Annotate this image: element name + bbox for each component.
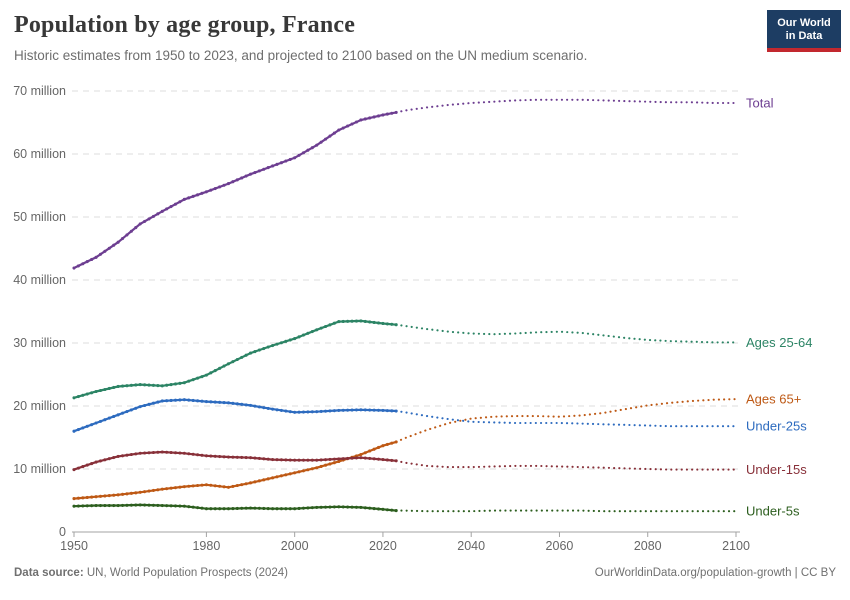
page-subtitle: Historic estimates from 1950 to 2023, an… <box>14 48 588 63</box>
series-line-historic-ages-25-64 <box>73 319 397 399</box>
data-source-label: Data source: <box>14 567 84 579</box>
credit-link[interactable]: OurWorldinData.org/population-growth | C… <box>594 567 836 579</box>
series-line-historic-under-5s <box>73 503 397 512</box>
series-label-under-15s[interactable]: Under-15s <box>746 462 807 477</box>
series-line-historic-total <box>73 111 397 269</box>
y-axis-tick-label: 20 million <box>13 399 66 413</box>
data-source: Data source: UN, World Population Prospe… <box>14 567 288 579</box>
y-axis-tick-label: 0 <box>59 525 66 539</box>
series-ages-65-: Ages 65+ <box>72 392 801 501</box>
chart-header: Population by age group, France Historic… <box>14 12 750 63</box>
series-label-ages-25-64[interactable]: Ages 25-64 <box>746 335 813 350</box>
series-ages-25-64: Ages 25-64 <box>72 319 813 400</box>
series-label-under-25s[interactable]: Under-25s <box>746 419 807 434</box>
owid-logo-line1: Our World <box>777 17 831 29</box>
series-line-historic-under-15s <box>73 450 397 471</box>
series-total: Total <box>72 95 774 270</box>
x-axis-tick-label: 1950 <box>60 539 88 553</box>
series-label-ages-65-[interactable]: Ages 65+ <box>746 392 801 407</box>
data-source-text: UN, World Population Prospects (2024) <box>83 567 288 579</box>
gridlines: 0 10 million 20 million 30 million 40 millio… <box>13 84 740 539</box>
x-axis-tick-label: 2000 <box>281 539 309 553</box>
series-line-historic-under-25s <box>73 398 397 433</box>
y-axis-tick-label: 70 million <box>13 84 66 98</box>
series-line-projected-ages-25-64 <box>395 323 738 344</box>
owid-logo[interactable]: Our World in Data <box>767 10 841 52</box>
chart-footer: Data source: UN, World Population Prospe… <box>14 567 836 579</box>
y-axis-tick-label: 30 million <box>13 336 66 350</box>
x-axis-tick-label: 2100 <box>722 539 750 553</box>
series-under-25s: Under-25s <box>72 398 807 434</box>
y-axis-tick-label: 40 million <box>13 273 66 287</box>
x-axis-tick-label: 2080 <box>634 539 662 553</box>
x-axis-tick-label: 1980 <box>192 539 220 553</box>
series-line-projected-under-25s <box>395 409 738 428</box>
series-line-projected-under-15s <box>395 459 738 471</box>
series-under-15s: Under-15s <box>72 450 807 477</box>
y-axis-tick-label: 50 million <box>13 210 66 224</box>
series-line-projected-under-5s <box>395 509 738 513</box>
series-line-historic-ages-65- <box>73 440 397 500</box>
series-label-total[interactable]: Total <box>746 95 774 110</box>
page-title: Population by age group, France <box>14 12 356 38</box>
series-label-under-5s[interactable]: Under-5s <box>746 504 800 519</box>
y-axis-tick-label: 10 million <box>13 462 66 476</box>
series-line-projected-total <box>395 98 738 114</box>
y-axis-tick-label: 60 million <box>13 147 66 161</box>
x-axis-tick-label: 2020 <box>369 539 397 553</box>
owid-logo-line2: in Data <box>785 30 823 42</box>
x-axis-tick-label: 2060 <box>546 539 574 553</box>
x-axis-tick-label: 2040 <box>457 539 485 553</box>
series-under-5s: Under-5s <box>72 503 800 519</box>
series-line-projected-ages-65- <box>395 398 738 443</box>
x-axis: 1950 1980 2000 2020 2040 2060 2080 2100 <box>60 532 750 553</box>
